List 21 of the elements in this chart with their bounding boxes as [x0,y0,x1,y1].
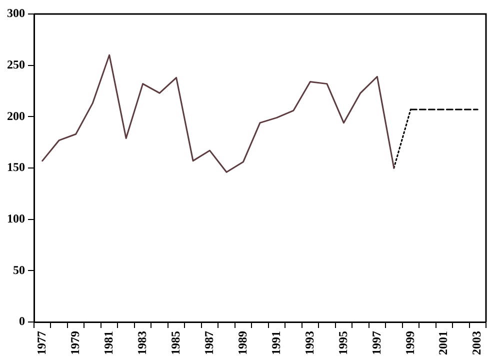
x-tick-label: 1985 [168,331,182,355]
x-tick-label: 2003 [470,331,484,355]
y-tick-label: 100 [7,211,25,226]
x-tick-label: 1991 [268,331,283,355]
x-tick-label: 2001 [436,331,450,355]
x-tick-label: 1999 [402,331,417,355]
x-tick-label: 1993 [302,331,316,355]
x-tick-label: 1997 [369,331,384,355]
x-tick-label: 1979 [68,331,82,355]
x-tick-label: 1995 [336,331,350,355]
x-tick-label: 1989 [235,331,250,355]
y-tick-label: 200 [7,108,25,123]
y-tick-label: 250 [7,57,25,72]
x-tick-label: 1987 [202,331,216,355]
y-tick-label: 0 [19,314,25,328]
y-tick-label: 150 [7,160,25,174]
y-tick-label: 50 [13,262,25,277]
x-tick-label: 1977 [34,331,48,355]
x-tick-label: 1983 [134,331,149,355]
x-tick-label: 1981 [101,331,116,355]
y-tick-label: 300 [7,6,25,20]
